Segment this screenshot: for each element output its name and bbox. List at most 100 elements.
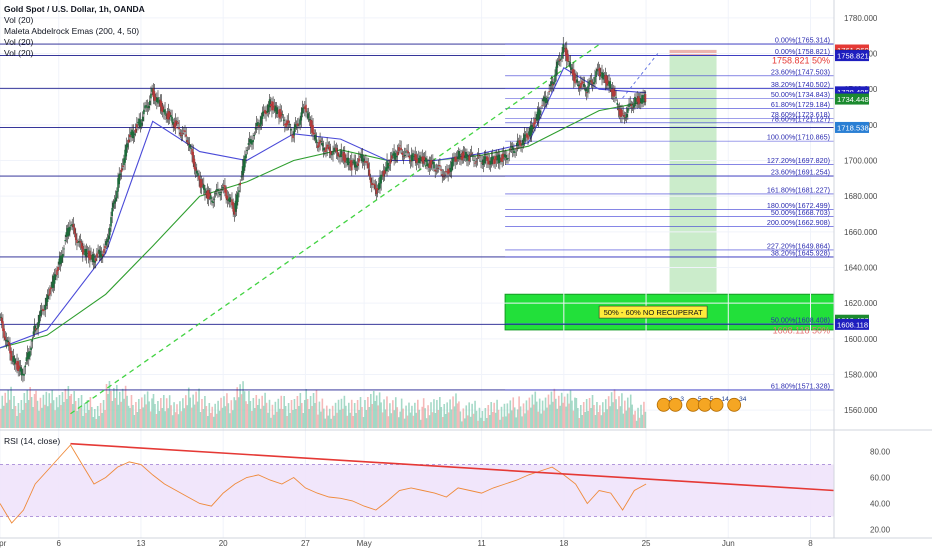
volume-bar <box>359 397 362 428</box>
candle-body <box>554 74 556 83</box>
candle-body <box>590 80 593 83</box>
volume-bar <box>243 391 246 428</box>
candle-body <box>237 192 239 202</box>
candle-body <box>607 80 609 85</box>
candle-body <box>642 94 644 102</box>
candle-body <box>345 157 347 161</box>
volume-bar <box>613 389 616 428</box>
volume-bar <box>236 387 238 428</box>
volume-bar <box>227 403 230 428</box>
volume-bar <box>641 414 644 428</box>
volume-bar <box>444 414 447 428</box>
candle-body <box>433 161 435 169</box>
volume-bar <box>481 411 484 428</box>
candle-body <box>79 240 82 243</box>
volume-bar <box>337 399 340 428</box>
rsi-y-tick-label: 40.00 <box>870 500 891 509</box>
candle-body <box>456 157 459 160</box>
candle-body <box>481 162 483 164</box>
candle-body <box>247 143 250 145</box>
candle-body <box>524 134 527 136</box>
candle-body <box>197 173 199 176</box>
volume-bar <box>427 405 429 428</box>
volume-bar <box>20 400 23 428</box>
candle-body <box>531 126 534 130</box>
volume-bar <box>409 412 412 428</box>
volume-bar <box>208 403 211 428</box>
candle-body <box>351 160 353 171</box>
candle-body <box>25 357 28 362</box>
volume-bar <box>356 400 359 428</box>
candle-body <box>322 147 325 151</box>
volume-bar <box>547 394 550 428</box>
volume-bar <box>242 381 244 428</box>
volume-bar <box>54 410 56 428</box>
volume-bar <box>565 406 567 428</box>
candle-body <box>328 146 331 152</box>
volume-bar <box>193 404 196 428</box>
volume-bar <box>317 414 319 428</box>
volume-bar <box>330 418 332 428</box>
candle-body <box>484 156 487 160</box>
candle-body <box>614 91 616 96</box>
volume-bar <box>466 415 469 428</box>
volume-bar <box>2 405 5 428</box>
volume-bar <box>189 397 192 428</box>
volume-bar <box>262 405 265 428</box>
candle-body <box>36 328 38 330</box>
volume-bar <box>177 414 180 428</box>
candle-body <box>434 169 437 171</box>
candle-body <box>286 120 289 126</box>
volume-bar <box>38 410 40 428</box>
candle-body <box>497 154 500 164</box>
candle-body <box>91 255 94 260</box>
volume-bar <box>70 394 73 428</box>
volume-bar <box>179 401 181 428</box>
candle-body <box>140 122 143 126</box>
price-tag-label: 1758.821 <box>837 52 869 61</box>
volume-bar <box>468 402 470 428</box>
volume-bar <box>560 392 563 428</box>
candle-body <box>85 248 88 257</box>
volume-bar <box>403 418 406 428</box>
volume-bar <box>195 391 197 428</box>
candle-body <box>423 157 426 161</box>
volume-bar <box>584 412 586 428</box>
candle-body <box>208 193 211 197</box>
volume-bar <box>538 398 541 428</box>
candle-body <box>370 182 373 186</box>
candle-body <box>287 120 290 124</box>
candle-body <box>51 281 54 289</box>
volume-bar <box>254 408 256 428</box>
candle-body <box>183 130 185 132</box>
candle-body <box>396 151 399 156</box>
volume-bar <box>204 396 206 428</box>
legend-line-3: Vol (20) <box>4 37 34 47</box>
lower-label: 1608.118 50% <box>773 325 830 335</box>
candle-body <box>450 161 453 172</box>
volume-bar <box>118 391 121 428</box>
price-tag-label: 1734.448 <box>837 95 869 104</box>
candle-body <box>193 158 196 170</box>
candle-body <box>473 159 475 161</box>
candle-body <box>510 146 513 148</box>
candle-body <box>499 157 501 163</box>
volume-bar <box>13 396 15 428</box>
candle-body <box>301 107 304 114</box>
candle-body <box>217 188 219 191</box>
volume-bar <box>52 400 55 428</box>
fib-level-label: 180.00%(1672.499) <box>767 201 830 210</box>
volume-bar <box>60 405 62 428</box>
volume-bar <box>76 411 78 428</box>
event-badge-count: 3 <box>669 396 673 403</box>
candle-body <box>136 124 138 128</box>
candle-body <box>605 75 608 86</box>
volume-bar <box>5 402 8 428</box>
candle-body <box>560 58 562 60</box>
candle-body <box>334 147 337 149</box>
candle-body <box>580 82 582 88</box>
volume-bar <box>160 398 162 428</box>
candle-body <box>520 142 522 147</box>
candle-body <box>97 251 99 253</box>
candle-body <box>362 158 365 163</box>
